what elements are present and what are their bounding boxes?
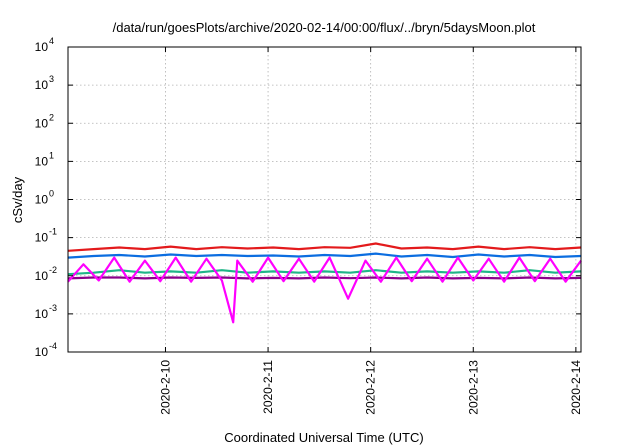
y-axis-label: cSv/day — [10, 176, 25, 223]
y-tick-exponent: 3 — [49, 74, 54, 84]
x-tick-label: 2020-2-14 — [569, 360, 583, 415]
chart-title: /data/run/goesPlots/archive/2020-02-14/0… — [113, 20, 536, 35]
series-line-2 — [67, 252, 582, 259]
y-tick-label: 10 — [35, 269, 49, 283]
y-tick-label: 10 — [35, 116, 49, 130]
y-tick-label: 10 — [35, 78, 49, 92]
x-tick-label: 2020-2-11 — [261, 360, 275, 414]
series-line-4 — [67, 276, 582, 280]
y-tick-label: 10 — [35, 154, 49, 168]
x-tick-label: 2020-2-13 — [466, 360, 480, 415]
y-tick-exponent: -4 — [49, 341, 57, 351]
x-axis: 2020-2-10 2020-2-11 2020-2-12 2020-2-13 2020… — [158, 47, 583, 415]
y-tick-label: 10 — [35, 40, 49, 54]
series-line-3 — [67, 269, 582, 276]
y-tick-exponent: -2 — [49, 265, 57, 275]
y-tick-exponent: 0 — [49, 189, 54, 199]
grid — [68, 47, 581, 352]
series-group — [67, 242, 582, 324]
y-tick-exponent: -1 — [49, 227, 57, 237]
y-tick-label: 10 — [35, 345, 49, 359]
y-tick-label: 10 — [35, 307, 49, 321]
x-tick-label: 2020-2-12 — [364, 360, 378, 415]
y-tick-exponent: 1 — [49, 150, 54, 160]
y-tick-label: 10 — [35, 231, 49, 245]
x-tick-label: 2020-2-10 — [158, 360, 172, 415]
series-line-1 — [67, 242, 582, 252]
x-axis-label: Coordinated Universal Time (UTC) — [224, 430, 423, 445]
y-tick-label: 10 — [35, 193, 49, 207]
y-tick-exponent: 4 — [49, 36, 54, 46]
y-tick-exponent: 2 — [49, 112, 54, 122]
y-tick-exponent: -3 — [49, 303, 57, 313]
series-line-5 — [67, 256, 582, 324]
